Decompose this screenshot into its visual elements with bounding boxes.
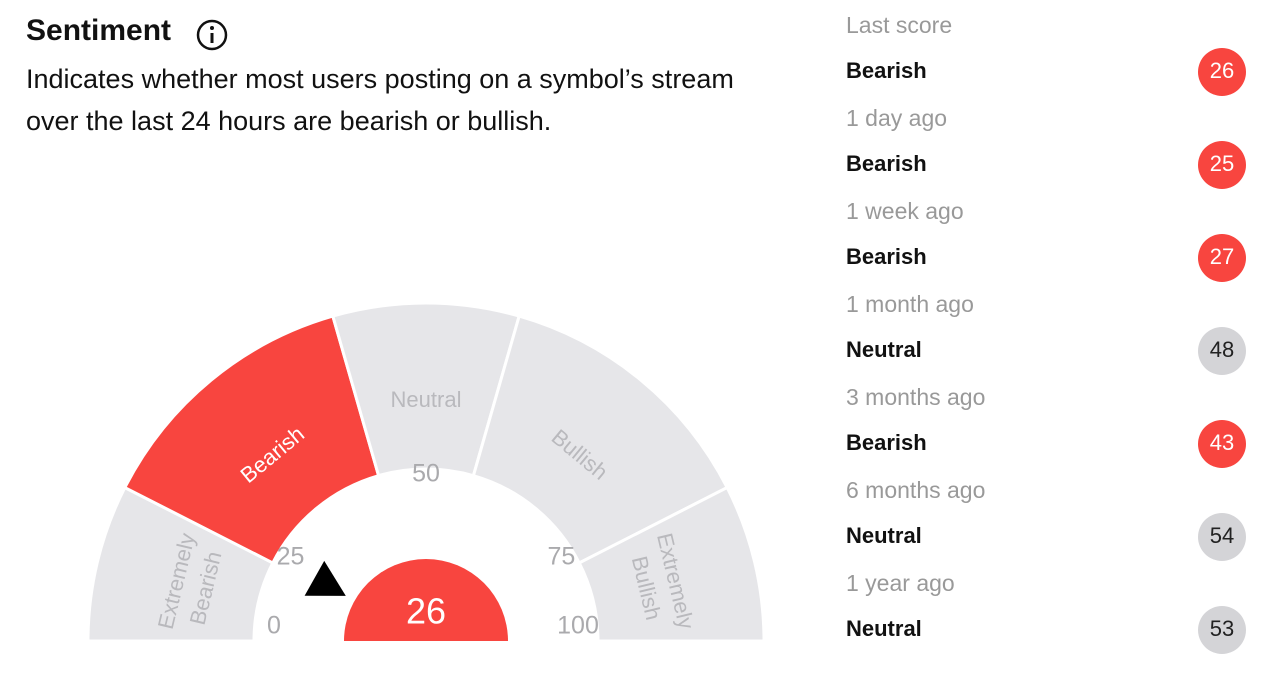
history-period: 6 months ago (846, 477, 985, 503)
score-label: 27 (1210, 244, 1234, 269)
value-circle (344, 559, 508, 641)
score-label: 25 (1210, 151, 1234, 176)
tick-label: 50 (412, 460, 440, 488)
history-period: 1 day ago (846, 105, 947, 131)
score-badge (1198, 420, 1246, 468)
tick-label: 25 (277, 543, 305, 571)
score-badge (1198, 327, 1246, 375)
title: Sentiment (26, 14, 172, 47)
history-label: Bearish (846, 244, 927, 269)
gauge-segment (577, 485, 766, 643)
history-period: 1 month ago (846, 291, 974, 317)
score-badge (1198, 48, 1246, 96)
history-period: 1 year ago (846, 570, 955, 596)
score-label: 43 (1210, 430, 1234, 455)
history-period: 3 months ago (846, 384, 985, 410)
score-badge (1198, 234, 1246, 282)
segment-label: Neutral (391, 387, 462, 412)
history-label: Neutral (846, 616, 922, 641)
gauge-segment (471, 314, 730, 565)
score-label: 48 (1210, 337, 1234, 362)
info-icon[interactable] (196, 19, 228, 51)
score-badge (1198, 513, 1246, 561)
tick-label: 0 (267, 612, 281, 640)
description: Indicates whether most users posting on … (26, 64, 734, 94)
score-label: 54 (1210, 523, 1234, 548)
history-label: Neutral (846, 337, 922, 362)
history-label: Bearish (846, 430, 927, 455)
history-period: Last score (846, 12, 952, 38)
score-label: 53 (1210, 616, 1234, 641)
gauge-segment (122, 314, 381, 565)
history-period: 1 week ago (846, 198, 964, 224)
score-badge (1198, 141, 1246, 189)
score-badge (1198, 606, 1246, 654)
value-label: 26 (406, 591, 446, 632)
score-label: 26 (1210, 58, 1234, 83)
history-label: Bearish (846, 58, 927, 83)
pointer (304, 560, 346, 596)
history-label: Neutral (846, 523, 922, 548)
tick-label: 75 (548, 543, 576, 571)
description: over the last 24 hours are bearish or bu… (26, 106, 552, 136)
history-label: Bearish (846, 151, 927, 176)
tick-label: 100 (557, 612, 599, 640)
